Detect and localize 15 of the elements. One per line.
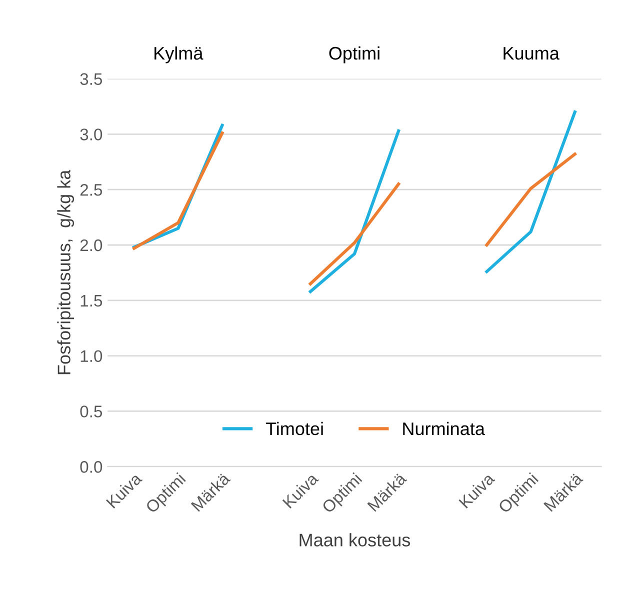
text: Kylmä	[154, 46, 204, 64]
y-tick-label: 2.0	[80, 239, 102, 252]
y-axis-title: Fosforipitousuus, g/kg ka	[57, 170, 74, 374]
y-tick-label: 1.5	[80, 294, 102, 307]
y-tick-label: 0.5	[80, 406, 102, 418]
y-tick-label: 1.0	[80, 350, 102, 362]
legend-label: Nurminata	[403, 422, 485, 436]
text: Optimi	[329, 46, 380, 64]
y-tick-label: 0.0	[80, 461, 102, 473]
legend-label: Timotei	[266, 422, 323, 436]
y-tick-label: 3.0	[80, 128, 102, 140]
x-axis-title: Maan kosteus	[300, 533, 410, 546]
y-tick-label: 3.5	[80, 73, 102, 85]
y-tick-label: 2.5	[80, 184, 102, 196]
text: Kuuma	[504, 47, 560, 60]
